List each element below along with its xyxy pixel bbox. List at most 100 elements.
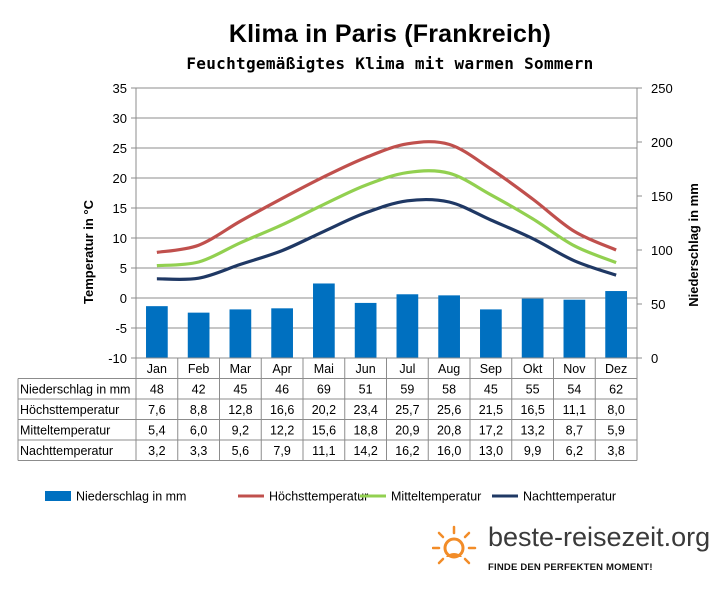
category-label: Okt — [523, 362, 543, 376]
table-cell: 5,4 — [148, 424, 165, 438]
line-Nachttemperatur — [156, 197, 617, 282]
table-cell: 16,5 — [520, 403, 544, 417]
table-cell: 48 — [150, 383, 164, 397]
table-cell: 23,4 — [353, 403, 377, 417]
table-row-label: Nachttemperatur — [20, 444, 113, 458]
table-cell: 13,2 — [520, 424, 544, 438]
bar-Mai — [313, 283, 335, 358]
table-cell: 69 — [317, 383, 331, 397]
category-label: Jan — [147, 362, 167, 376]
legend-label: Nachttemperatur — [523, 490, 616, 504]
table-cell: 15,6 — [312, 424, 336, 438]
brand-name: beste-reisezeit.org — [488, 522, 711, 552]
table-cell: 21,5 — [479, 403, 503, 417]
table-cell: 20,8 — [437, 424, 461, 438]
table-cell: 16,0 — [437, 444, 461, 458]
y-tick-label-left: -10 — [108, 351, 127, 366]
category-label: Aug — [438, 362, 460, 376]
y-tick-label-left: -5 — [115, 321, 127, 336]
table-row-label: Höchsttemperatur — [20, 403, 119, 417]
bar-Okt — [521, 298, 544, 358]
chart-title: Klima in Paris (Frankreich) — [228, 20, 552, 48]
y-tick-label-left: 25 — [113, 141, 127, 156]
table-cell: 45 — [233, 383, 247, 397]
table-cell: 20,9 — [395, 424, 419, 438]
sun-icon — [432, 525, 477, 565]
y-tick-label-left: 5 — [120, 261, 127, 276]
legend-swatch-bar — [45, 491, 71, 501]
table-cell: 46 — [275, 383, 289, 397]
table-cell: 20,2 — [312, 403, 336, 417]
table-cell: 16,6 — [270, 403, 294, 417]
category-label: Mar — [230, 362, 252, 376]
table-row-label: Mitteltemperatur — [20, 424, 110, 438]
table-cell: 25,7 — [395, 403, 419, 417]
table-cell: 55 — [526, 383, 540, 397]
table-cell: 11,1 — [312, 444, 335, 458]
table-cell: 51 — [359, 383, 373, 397]
y-tick-label-left: 10 — [113, 231, 127, 246]
y-tick-label-left: 20 — [113, 171, 127, 186]
table-cell: 9,9 — [524, 444, 541, 458]
table-cell: 58 — [442, 383, 456, 397]
table-cell: 3,2 — [148, 444, 165, 458]
y-tick-label-right: 150 — [651, 189, 673, 204]
table-cell: 62 — [609, 383, 623, 397]
table-cell: 3,3 — [190, 444, 207, 458]
table-cell: 12,8 — [228, 403, 252, 417]
bar-Jul — [396, 294, 419, 358]
brand-tagline: FINDE DEN PERFEKTEN MOMENT! — [488, 562, 653, 573]
y-tick-label-right: 100 — [651, 243, 673, 258]
brand-logo: beste-reisezeit.org FINDE DEN PERFEKTEN … — [432, 520, 712, 580]
category-label: Feb — [188, 362, 210, 376]
table-cell: 18,8 — [353, 424, 377, 438]
table-cell: 5,6 — [232, 444, 249, 458]
table-cell: 8,0 — [607, 403, 624, 417]
category-label: Sep — [480, 362, 502, 376]
table-cell: 45 — [484, 383, 498, 397]
category-label: Nov — [563, 362, 586, 376]
bar-series — [146, 283, 627, 358]
bar-Dez — [605, 291, 627, 358]
category-label: Jul — [399, 362, 415, 376]
bar-Jan — [146, 306, 168, 358]
y-tick-label-left: 15 — [113, 201, 127, 216]
legend-label: Mitteltemperatur — [391, 490, 481, 504]
table-cell: 6,0 — [190, 424, 207, 438]
y-tick-label-right: 0 — [651, 351, 658, 366]
table-cell: 42 — [192, 383, 206, 397]
category-label: Apr — [272, 362, 291, 376]
table-cell: 6,2 — [566, 444, 583, 458]
table-cell: 9,2 — [232, 424, 249, 438]
table-cell: 8,7 — [566, 424, 583, 438]
table-cell: 8,8 — [190, 403, 207, 417]
bar-Nov — [563, 299, 586, 358]
line-Mitteltemperatur — [156, 169, 617, 268]
y-tick-label-left: 30 — [113, 111, 127, 126]
table-cell: 16,2 — [395, 444, 419, 458]
table-cell: 12,2 — [270, 424, 294, 438]
bar-Sep — [480, 309, 502, 358]
y-tick-label-left: 35 — [113, 81, 127, 96]
table-cell: 25,6 — [437, 403, 461, 417]
table-cell: 3,8 — [607, 444, 624, 458]
chart-subtitle: Feuchtgemäßigtes Klima mit warmen Sommer… — [186, 54, 594, 73]
data-table: Jan Feb Mar Apr Mai Jun Jul Aug Sep Okt Nov Dez Nied… — [17, 358, 638, 461]
bar-Aug — [438, 295, 460, 358]
table-cell: 7,6 — [148, 403, 165, 417]
y-axis-label-right: Niederschlag in mm — [686, 183, 701, 307]
legend-label: Höchsttemperatur — [269, 490, 368, 504]
table-cell: 59 — [400, 383, 414, 397]
table-cell: 11,1 — [563, 403, 586, 417]
table-cell: 13,0 — [479, 444, 503, 458]
y-tick-label-right: 250 — [651, 81, 673, 96]
table-cell: 5,9 — [607, 424, 624, 438]
category-label: Jun — [356, 362, 376, 376]
line-Höchsttemperatur — [156, 140, 617, 254]
y-tick-label-left: 0 — [120, 291, 127, 306]
y-tick-label-right: 50 — [651, 297, 665, 312]
table-row-label: Niederschlag in mm — [20, 383, 130, 397]
table-cell: 7,9 — [273, 444, 290, 458]
